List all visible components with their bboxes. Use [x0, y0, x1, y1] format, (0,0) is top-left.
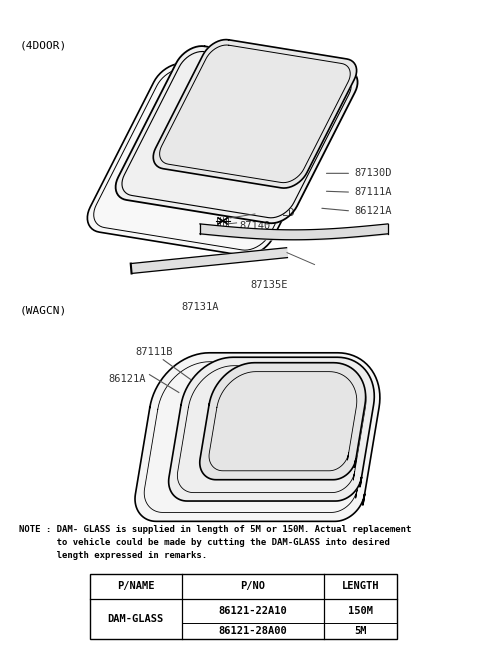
Text: LENGTH: LENGTH: [342, 581, 379, 591]
Text: length expressed in remarks.: length expressed in remarks.: [19, 551, 207, 560]
Text: 87140: 87140: [240, 221, 271, 231]
Text: 5M: 5M: [354, 626, 367, 637]
Polygon shape: [135, 353, 380, 522]
Polygon shape: [131, 248, 288, 273]
Polygon shape: [122, 51, 351, 218]
Text: 1249LD: 1249LD: [258, 208, 295, 218]
Text: 87111A: 87111A: [354, 187, 392, 197]
Text: (WAGCN): (WAGCN): [19, 306, 67, 315]
Polygon shape: [153, 39, 357, 188]
Text: 87135E: 87135E: [251, 281, 288, 290]
Text: 87131A: 87131A: [181, 302, 219, 312]
Text: P/NAME: P/NAME: [117, 581, 155, 591]
Text: DAM-GLASS: DAM-GLASS: [108, 614, 164, 624]
Text: 150M: 150M: [348, 606, 373, 616]
Text: 86121A: 86121A: [108, 374, 146, 384]
Text: 86121A: 86121A: [354, 206, 392, 216]
Bar: [90, 574, 397, 639]
Text: (4DOOR): (4DOOR): [19, 41, 67, 51]
Text: to vehicle could be made by cutting the DAM-GLASS into desired: to vehicle could be made by cutting the …: [19, 538, 390, 547]
Text: 86121-28A00: 86121-28A00: [218, 626, 287, 637]
Polygon shape: [87, 63, 340, 256]
Polygon shape: [168, 357, 374, 501]
Text: P/NO: P/NO: [240, 581, 265, 591]
Polygon shape: [116, 46, 358, 223]
Text: 86121-22A10: 86121-22A10: [218, 606, 287, 616]
Text: NOTE : DAM- GLASS is supplied in length of 5M or 150M. Actual replacement: NOTE : DAM- GLASS is supplied in length …: [19, 526, 412, 534]
Text: 87130D: 87130D: [354, 168, 392, 178]
Polygon shape: [200, 363, 366, 480]
Text: 87111B: 87111B: [136, 347, 173, 357]
